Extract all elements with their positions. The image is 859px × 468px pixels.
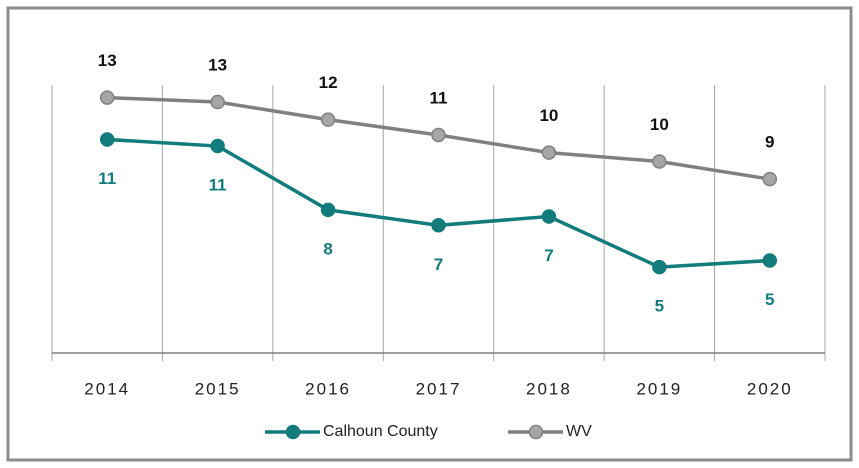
x-tick-label: 2020 bbox=[747, 379, 793, 398]
marker bbox=[541, 209, 557, 224]
marker bbox=[99, 90, 115, 105]
data-label: 7 bbox=[434, 255, 443, 274]
data-label: 5 bbox=[655, 297, 664, 316]
data-label: 8 bbox=[323, 239, 332, 258]
marker bbox=[99, 132, 115, 147]
marker bbox=[652, 259, 667, 275]
data-label: 11 bbox=[430, 89, 448, 108]
marker bbox=[320, 202, 336, 218]
data-label: 11 bbox=[98, 169, 116, 188]
legend-marker bbox=[285, 424, 301, 440]
data-label: 7 bbox=[544, 246, 553, 265]
data-label: 10 bbox=[539, 106, 558, 125]
marker bbox=[762, 171, 778, 187]
marker bbox=[652, 154, 667, 169]
data-label: 12 bbox=[319, 73, 338, 92]
data-label: 13 bbox=[208, 56, 227, 75]
data-label: 13 bbox=[98, 51, 117, 70]
legend-label: Calhoun County bbox=[323, 423, 438, 440]
x-tick-label: 2014 bbox=[84, 379, 130, 398]
marker bbox=[320, 112, 336, 127]
marker bbox=[431, 127, 446, 143]
legend-marker bbox=[528, 424, 544, 440]
marker bbox=[431, 218, 446, 233]
data-label: 11 bbox=[209, 176, 227, 195]
marker bbox=[210, 94, 225, 110]
marker bbox=[541, 145, 557, 160]
data-label: 9 bbox=[765, 133, 774, 152]
chart-border bbox=[6, 6, 853, 462]
x-tick-label: 2018 bbox=[526, 379, 572, 398]
data-label: 10 bbox=[650, 115, 669, 134]
marker bbox=[762, 253, 778, 268]
legend-label: WV bbox=[566, 423, 592, 440]
x-tick-label: 2019 bbox=[636, 379, 682, 398]
data-label: 5 bbox=[765, 290, 774, 309]
x-tick-label: 2015 bbox=[195, 379, 241, 398]
x-tick-label: 2017 bbox=[416, 379, 462, 398]
marker bbox=[210, 138, 225, 154]
x-tick-label: 2016 bbox=[305, 379, 351, 398]
